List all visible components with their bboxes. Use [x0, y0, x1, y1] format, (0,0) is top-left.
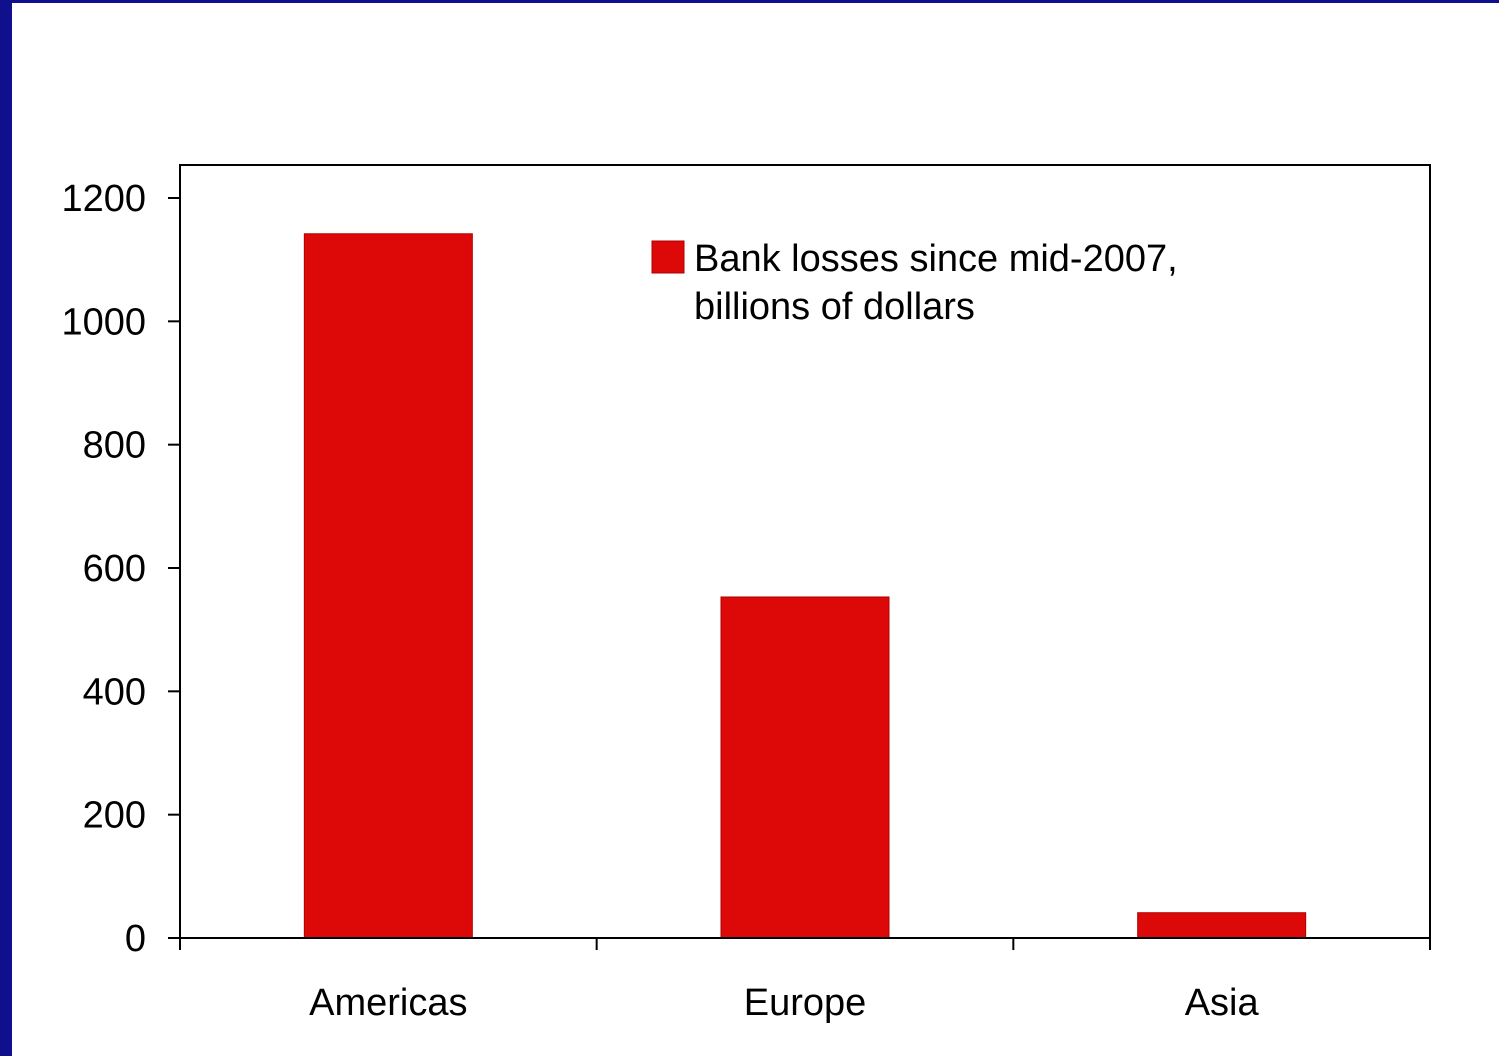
x-tick-label-europe: Europe: [744, 982, 867, 1024]
legend-label-line-2: billions of dollars: [694, 286, 975, 328]
y-axis: 0 200 400 600 800 1000 1200: [61, 178, 180, 960]
bar-europe: [720, 596, 890, 939]
y-tick-label-1000: 1000: [61, 301, 146, 343]
x-axis: Americas Europe Asia: [179, 937, 1431, 1024]
legend-swatch: [651, 240, 685, 274]
x-tick-label-americas: Americas: [309, 982, 467, 1024]
bar-americas: [303, 233, 473, 939]
y-tick-label-200: 200: [83, 795, 146, 837]
slide-frame-top: [0, 0, 1499, 3]
y-tick-label-400: 400: [83, 671, 146, 713]
y-tick-label-1200: 1200: [61, 178, 146, 220]
y-tick-label-800: 800: [83, 425, 146, 467]
legend-label-line-1: Bank losses since mid-2007,: [694, 238, 1178, 280]
bar-asia: [1137, 912, 1307, 939]
legend: Bank losses since mid-2007, billions of …: [651, 238, 1178, 328]
x-tick-label-asia: Asia: [1185, 982, 1260, 1024]
y-tick-label-600: 600: [83, 548, 146, 590]
bars-group: [303, 233, 1307, 939]
y-tick-label-0: 0: [125, 918, 146, 960]
